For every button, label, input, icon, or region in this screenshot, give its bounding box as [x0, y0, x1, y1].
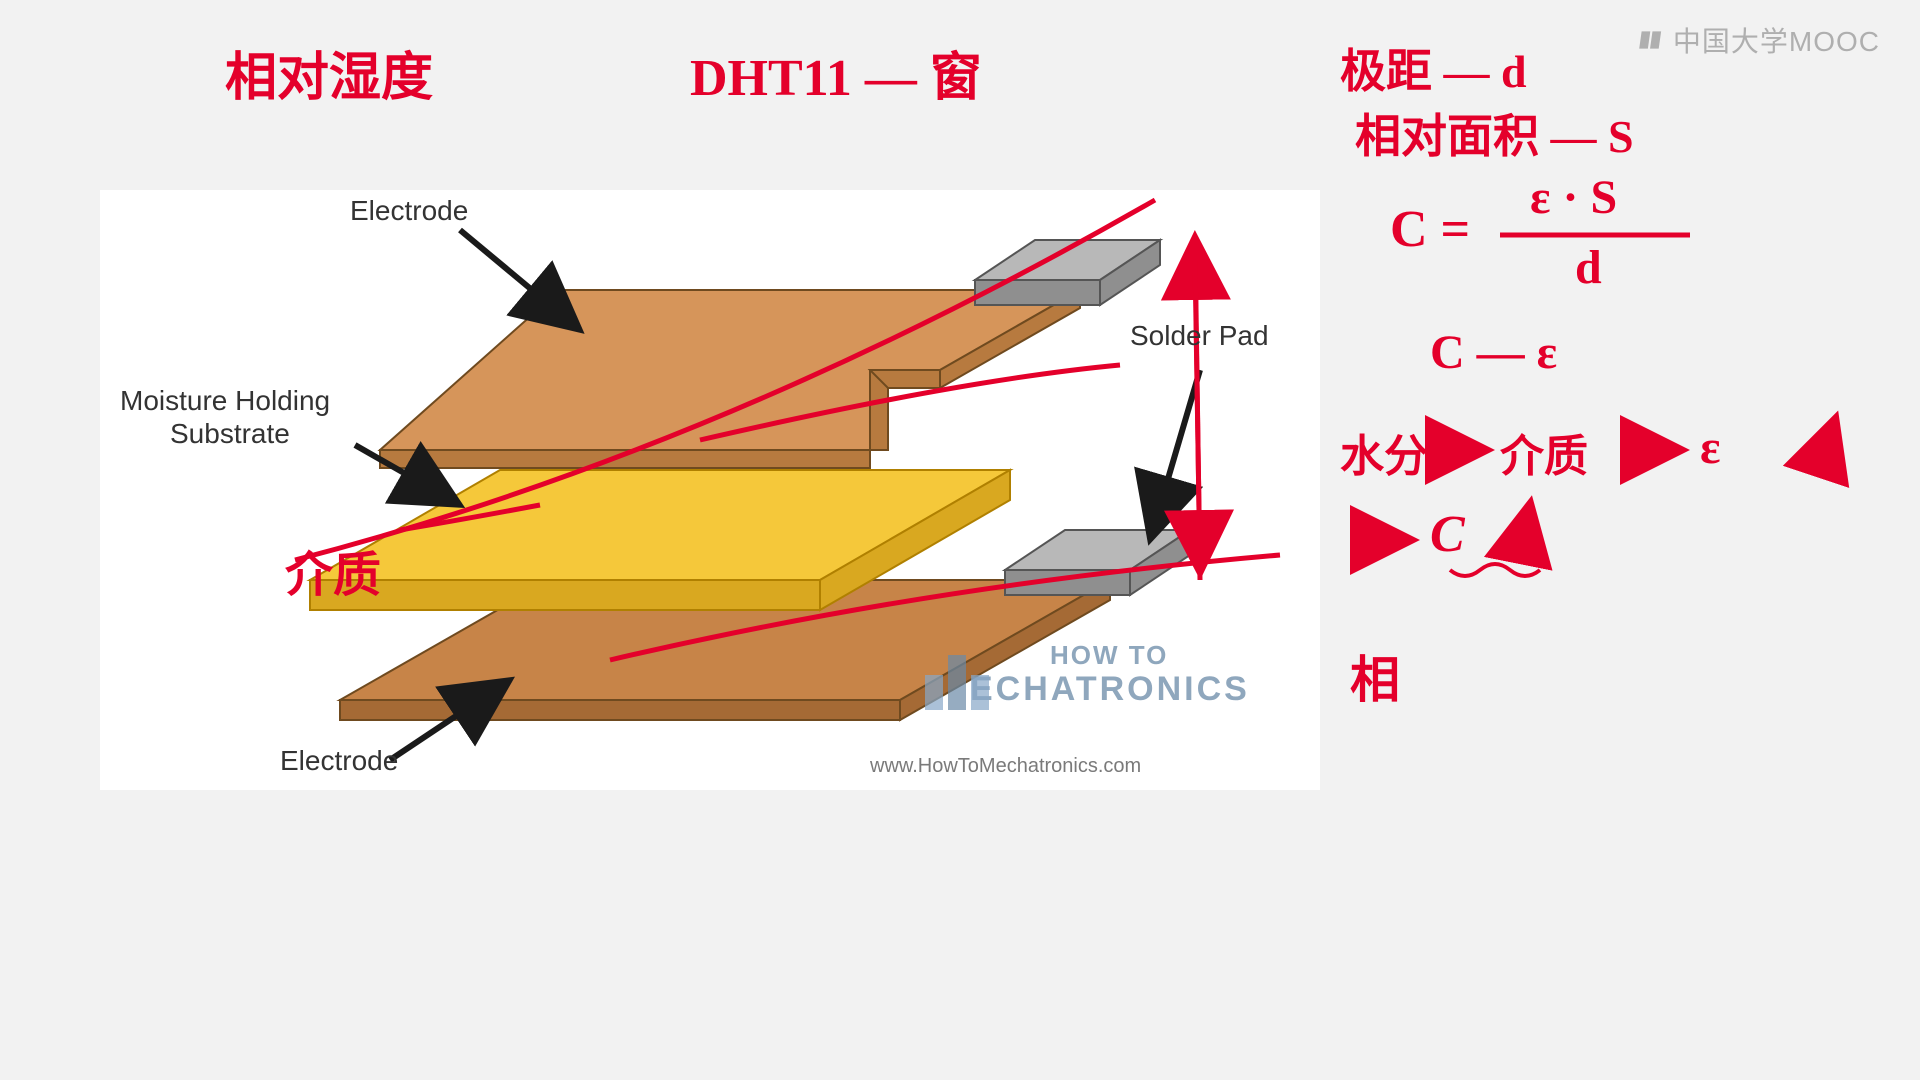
hand-title2: DHT11 — 窗 — [690, 35, 982, 110]
hand-right7: 相 — [1350, 640, 1400, 712]
hand-right2: 相对面积 — S — [1355, 100, 1634, 166]
hand-right3a: C = — [1390, 200, 1470, 259]
hand-right1: 极距 — d — [1340, 35, 1527, 101]
hand-jiezhi: 介质 — [285, 535, 381, 605]
hand-eps: ε — [1700, 420, 1721, 475]
logo-line2: ECHATRONICS — [970, 670, 1250, 709]
label-solder-pad: Solder Pad — [1130, 320, 1269, 352]
label-substrate-l1: Moisture Holding — [120, 385, 330, 417]
watermark-text: 中国大学MOOC — [1673, 20, 1880, 60]
mooc-icon — [1639, 27, 1665, 53]
logo-url: www.HowToMechatronics.com — [870, 755, 1141, 778]
c-up-arrow — [1520, 505, 1530, 555]
hand-jiezhi2: 介质 — [1500, 420, 1588, 484]
wavy-underline — [1450, 564, 1540, 576]
logo-line1: HOW TO — [1050, 640, 1168, 671]
label-electrode-bottom: Electrode — [280, 745, 398, 777]
logo-m-icon — [920, 635, 1000, 715]
hand-right3num: ε · S — [1530, 170, 1617, 225]
hand-right3den: d — [1575, 240, 1602, 295]
hand-title1: 相对湿度 — [225, 35, 433, 110]
label-substrate-l2: Substrate — [170, 418, 290, 450]
hand-shuifen: 水分 — [1340, 420, 1428, 484]
hand-c: C — [1430, 505, 1465, 564]
hand-right4: C — ε — [1430, 325, 1557, 380]
label-electrode-top: Electrode — [350, 195, 468, 227]
mooc-watermark: 中国大学MOOC — [1639, 20, 1880, 60]
epsilon-up-arrow — [1820, 420, 1835, 465]
